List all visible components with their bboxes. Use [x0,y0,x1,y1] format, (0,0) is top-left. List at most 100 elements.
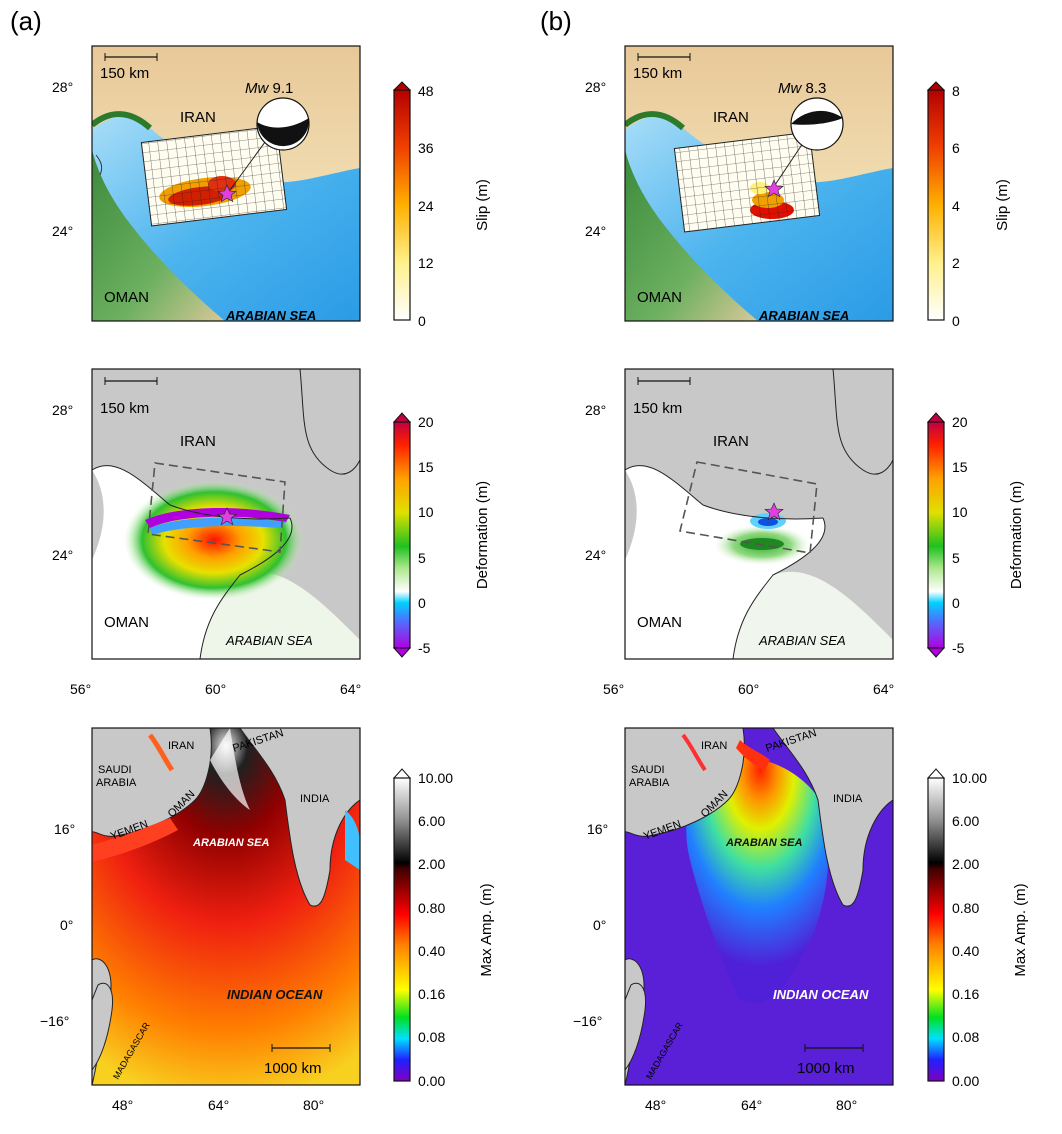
colorbar-label: Max Amp. (m) [1012,883,1029,976]
slip-colorbar-a: 48 36 24 12 0 Slip (m) [392,81,491,329]
label-iran: IRAN [180,433,216,450]
magnitude-label: Mw 9.1 [245,80,293,97]
colorbar-tick: 10 [952,504,968,520]
colorbar-tick: 0.00 [418,1073,445,1089]
colorbar-tick: 0 [952,313,960,329]
colorbar-tick: 0 [952,595,960,611]
lat-tick: −16° [573,1013,602,1029]
colorbar-label: Slip (m) [474,179,491,231]
label-arabian-sea: ARABIAN SEA [725,837,802,849]
colorbar-tick: 0.80 [418,900,445,916]
label-arabian-sea: ARABIAN SEA [225,308,316,323]
colorbar-tick: 2.00 [952,856,979,872]
lat-tick: 24° [585,223,606,239]
scale-bar-label: 1000 km [797,1060,855,1077]
lat-tick: 24° [52,223,73,239]
colorbar-tick: 15 [952,459,968,475]
scale-bar-label: 1000 km [264,1060,322,1077]
lon-tick: 64° [741,1097,762,1113]
colorbar-tick: 0.08 [418,1029,445,1045]
colorbar-tick: 10.00 [952,770,987,786]
label-saudi: SAUDI [98,764,132,776]
colorbar-tick: 10.00 [418,770,453,786]
label-arabia: ARABIA [629,777,670,789]
colorbar-tick: 0.40 [952,943,979,959]
deformation-map-b: 150 km IRAN OMAN ARABIAN SEA 28° 24° 56°… [585,368,894,697]
lat-tick: 0° [60,917,73,933]
label-oman: OMAN [104,614,149,631]
lon-tick: 80° [836,1097,857,1113]
label-iran: IRAN [168,740,194,752]
colorbar-tick: 8 [952,83,960,99]
slip-map-a: 150 km IRAN OMAN ARABIAN SEA Mw 9.1 28° … [52,45,361,323]
colorbar-tick: 0.80 [952,900,979,916]
colorbar-tick: 0.40 [418,943,445,959]
colorbar-label: Slip (m) [994,179,1011,231]
lon-tick: 64° [873,681,894,697]
panel-label-a: (a) [10,6,42,36]
lat-tick: 24° [52,547,73,563]
label-arabian-sea: ARABIAN SEA [758,308,849,323]
colorbar-tick: 15 [418,459,434,475]
lat-tick: 28° [52,79,73,95]
colorbar-tick: 0 [418,595,426,611]
colorbar-tick: 48 [418,83,434,99]
label-iran: IRAN [713,433,749,450]
lon-tick: 64° [340,681,361,697]
scale-bar-label: 150 km [100,65,149,82]
label-arabian-sea: ARABIAN SEA [192,837,269,849]
colorbar-tick: 5 [952,550,960,566]
label-oman: OMAN [104,289,149,306]
epicenter-star-icon [217,184,237,203]
lat-tick: 28° [52,402,73,418]
scale-bar-label: 150 km [633,65,682,82]
lon-tick: 60° [738,681,759,697]
epicenter-star-icon [764,179,784,198]
lon-tick: 60° [205,681,226,697]
label-india: INDIA [300,793,330,805]
colorbar-tick: -5 [952,640,965,656]
colorbar-tick: 0.08 [952,1029,979,1045]
colorbar-tick: 36 [418,140,434,156]
label-arabian-sea: ARABIAN SEA [758,633,846,648]
panel-label-b: (b) [540,6,572,36]
lat-tick: 24° [585,547,606,563]
label-indian-ocean: INDIAN OCEAN [773,987,869,1002]
colorbar-tick: 0.16 [418,986,445,1002]
colorbar-tick: 10 [418,504,434,520]
amplitude-colorbar-a: 10.00 6.00 2.00 0.80 0.40 0.16 0.08 0.00… [392,768,495,1089]
lon-tick: 48° [112,1097,133,1113]
lat-tick: 16° [587,821,608,837]
colorbar-label: Deformation (m) [1008,481,1025,589]
colorbar-tick: 2 [952,255,960,271]
colorbar-tick: 4 [952,198,960,214]
magnitude-label: Mw 8.3 [778,80,826,97]
colorbar-tick: 0.00 [952,1073,979,1089]
deformation-colorbar-a: 20 15 10 5 0 -5 Deformation (m) [392,412,491,658]
colorbar-tick: -5 [418,640,431,656]
colorbar-tick: 6.00 [418,813,445,829]
deformation-colorbar-b: 20 15 10 5 0 -5 Deformation (m) [926,412,1025,658]
lat-tick: 0° [593,917,606,933]
lon-tick: 48° [645,1097,666,1113]
amplitude-map-b: IRAN PAKISTAN SAUDI ARABIA INDIA YEMEN O… [573,727,894,1113]
slip-map-b: 150 km IRAN OMAN ARABIAN SEA Mw 8.3 28° … [585,45,894,323]
label-oman: OMAN [637,614,682,631]
amplitude-map-a: IRAN PAKISTAN SAUDI ARABIA INDIA YEMEN O… [40,727,361,1113]
colorbar-tick: 2.00 [418,856,445,872]
label-iran: IRAN [180,109,216,126]
colorbar-tick: 20 [952,414,968,430]
scale-bar-label: 150 km [100,400,149,417]
colorbar-label: Deformation (m) [474,481,491,589]
colorbar-tick: 0 [418,313,426,329]
lon-tick: 56° [603,681,624,697]
colorbar-tick: 20 [418,414,434,430]
label-arabian-sea: ARABIAN SEA [225,633,313,648]
label-iran: IRAN [701,740,727,752]
lat-tick: 16° [54,821,75,837]
lat-tick: 28° [585,402,606,418]
label-oman: OMAN [637,289,682,306]
colorbar-tick: 12 [418,255,434,271]
lon-tick: 80° [303,1097,324,1113]
